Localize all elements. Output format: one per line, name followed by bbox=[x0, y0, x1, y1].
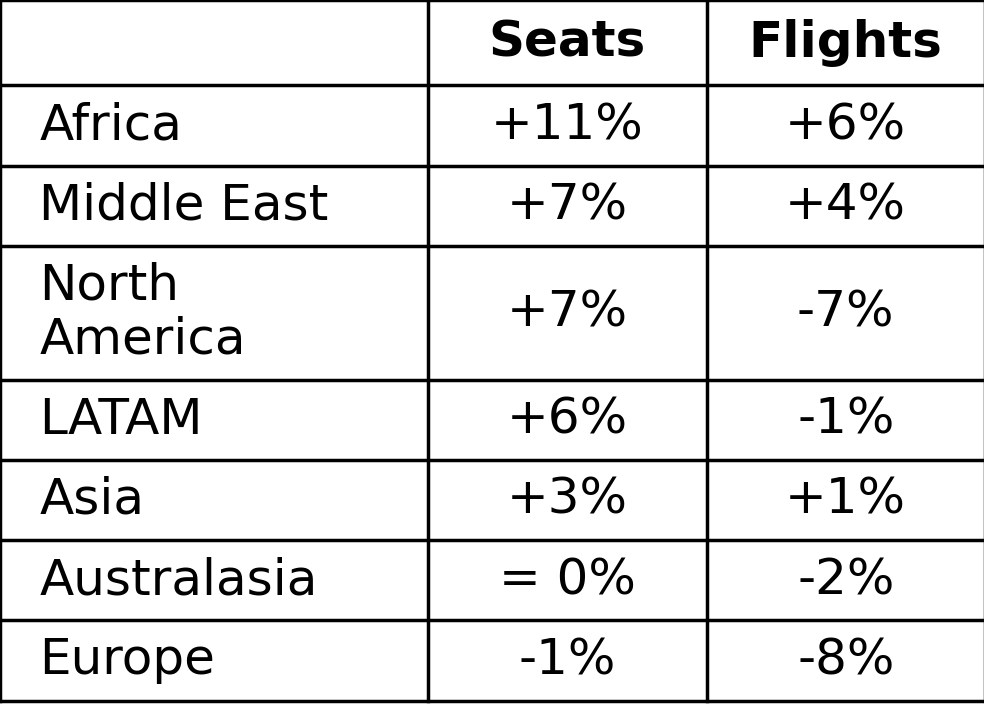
Text: = 0%: = 0% bbox=[499, 556, 636, 604]
Text: +11%: +11% bbox=[491, 101, 644, 150]
Text: Africa: Africa bbox=[39, 101, 182, 150]
Text: Seats: Seats bbox=[489, 19, 646, 67]
Text: +7%: +7% bbox=[507, 181, 628, 230]
Text: +4%: +4% bbox=[785, 181, 906, 230]
Text: North
America: North America bbox=[39, 262, 246, 364]
Text: Middle East: Middle East bbox=[39, 181, 329, 230]
Text: -1%: -1% bbox=[797, 395, 894, 444]
Text: +7%: +7% bbox=[507, 288, 628, 337]
Text: LATAM: LATAM bbox=[39, 395, 203, 444]
Text: Europe: Europe bbox=[39, 636, 215, 685]
Text: +3%: +3% bbox=[507, 476, 628, 524]
Text: -2%: -2% bbox=[797, 556, 894, 604]
Text: Australasia: Australasia bbox=[39, 556, 318, 604]
Text: -7%: -7% bbox=[797, 288, 894, 337]
Text: Flights: Flights bbox=[749, 19, 943, 67]
Text: +6%: +6% bbox=[785, 101, 906, 150]
Text: +1%: +1% bbox=[785, 476, 906, 524]
Text: +6%: +6% bbox=[507, 395, 628, 444]
Text: -1%: -1% bbox=[519, 636, 616, 685]
Text: -8%: -8% bbox=[797, 636, 894, 685]
Text: Asia: Asia bbox=[39, 476, 145, 524]
